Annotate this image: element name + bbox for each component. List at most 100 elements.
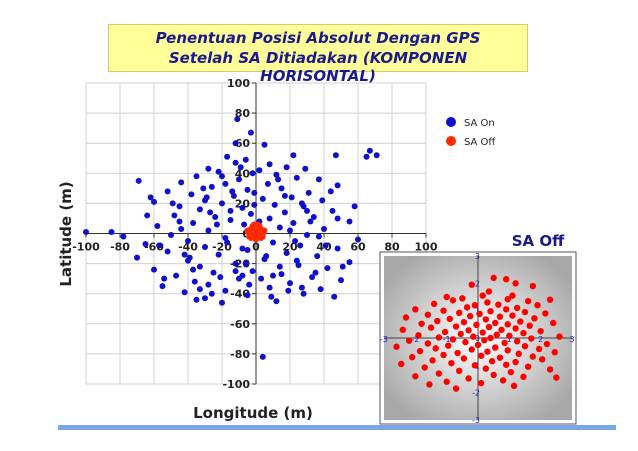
sa-on-point	[205, 227, 212, 234]
inset-point	[528, 335, 535, 342]
inset-point	[521, 308, 529, 316]
sa-on-point	[164, 188, 171, 195]
inset-point	[512, 280, 519, 287]
sa-on-point	[242, 156, 249, 163]
sa-on-point	[297, 242, 304, 249]
sa-on-point	[281, 192, 288, 199]
sa-on-point	[156, 242, 163, 249]
sa-on-point	[219, 299, 225, 306]
sa-on-point	[203, 194, 210, 201]
inset-point	[509, 312, 516, 319]
y-tick-label: -40	[230, 288, 250, 301]
sa-on-point	[298, 284, 305, 291]
sa-on-point	[283, 164, 290, 171]
inset-point	[479, 329, 486, 336]
sa-on-point	[237, 164, 244, 171]
sa-on-point	[244, 292, 251, 299]
sa-on-point	[251, 201, 258, 208]
inset-point	[465, 375, 472, 382]
title-box: Penentuan Posisi Absolut Dengan GPS Sete…	[108, 24, 528, 85]
inset-point	[504, 295, 511, 303]
sa-on-point	[273, 298, 280, 305]
inset-point	[440, 351, 447, 359]
inset-point	[416, 347, 424, 355]
inset-point	[496, 313, 504, 320]
sa-on-point	[208, 183, 215, 190]
inset-point	[503, 361, 510, 368]
inset-data-points	[393, 274, 563, 392]
inset-point	[492, 344, 499, 351]
inset-point	[432, 345, 439, 352]
sa-off-point	[247, 230, 254, 237]
inset-point	[520, 373, 527, 381]
legend-marker-sa-off	[446, 136, 456, 146]
inset-point	[509, 292, 516, 299]
sa-on-point	[355, 236, 361, 243]
sa-on-point	[270, 272, 276, 279]
inset-point	[524, 297, 532, 305]
inset-point	[529, 353, 537, 360]
inset-y-tick-label: 3	[475, 252, 480, 261]
sa-on-point	[331, 293, 338, 300]
inset-point	[512, 358, 519, 366]
sa-on-point	[268, 293, 275, 300]
sa-on-point	[276, 263, 283, 270]
sa-on-point	[334, 215, 341, 222]
inset-point	[542, 310, 549, 317]
inset-point	[405, 337, 413, 344]
sa-on-point	[171, 212, 178, 219]
inset-point	[402, 314, 410, 321]
inset-x-tick-label: 2	[538, 335, 543, 344]
sa-on-point	[213, 221, 220, 228]
inset-point	[456, 309, 463, 317]
sa-on-point	[176, 203, 183, 210]
inset-point	[488, 358, 496, 365]
sa-on-point	[202, 295, 208, 302]
sa-on-point	[259, 195, 266, 202]
sa-on-point	[304, 232, 310, 239]
sa-on-point	[281, 209, 288, 216]
sa-on-point	[346, 218, 353, 225]
legend-label-sa-off: SA Off	[464, 137, 496, 148]
sa-on-point	[276, 224, 283, 231]
sa-on-point	[290, 219, 297, 226]
sa-on-point	[142, 241, 149, 248]
inset-point	[429, 357, 436, 364]
x-tick-label: 0	[252, 241, 260, 254]
inset-point	[393, 343, 400, 350]
inset-point	[501, 339, 508, 347]
inset-point	[507, 368, 515, 376]
x-tick-label: -40	[178, 241, 198, 254]
inset-point	[487, 334, 494, 342]
sa-on-point	[120, 233, 127, 240]
inset-point	[449, 297, 457, 304]
sa-on-point	[373, 152, 380, 159]
sa-on-point	[83, 228, 89, 235]
inset-x-tick-label: -1	[443, 335, 451, 344]
inset-point	[498, 326, 505, 333]
sa-on-point	[151, 266, 157, 273]
sa-on-point	[307, 218, 314, 225]
y-tick-label: 60	[235, 137, 251, 150]
x-tick-label: 60	[350, 241, 366, 254]
sa-on-point	[290, 152, 297, 159]
sa-on-point	[185, 238, 191, 245]
x-axis-label: Longitude (m)	[193, 404, 313, 422]
sa-on-point	[332, 152, 339, 159]
sa-on-point	[278, 185, 285, 192]
inset-point	[531, 315, 538, 322]
sa-on-point	[215, 251, 222, 258]
sa-on-point	[230, 192, 237, 199]
inset-point	[452, 323, 460, 330]
sa-on-point	[144, 212, 151, 219]
sa-on-point	[304, 207, 310, 214]
sa-on-point	[178, 179, 185, 186]
inset-point	[424, 340, 432, 347]
inset-point	[504, 321, 511, 328]
inset-point	[460, 355, 468, 362]
sa-on-point	[224, 239, 231, 246]
sa-on-point	[273, 171, 280, 178]
sa-on-point	[256, 167, 263, 174]
sa-on-point	[314, 253, 321, 260]
inset-point	[463, 304, 471, 311]
